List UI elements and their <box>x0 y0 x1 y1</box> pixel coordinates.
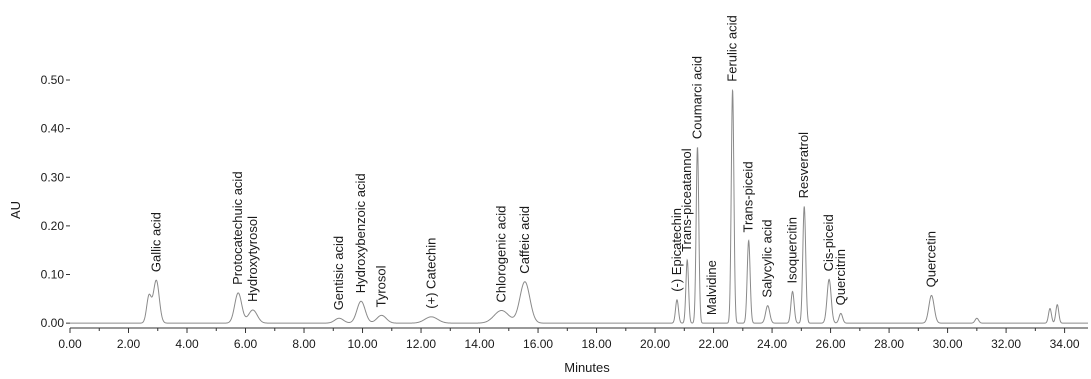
y-tick-label: 0.20 <box>41 219 65 233</box>
peak-label: Caffeic acid <box>517 206 532 274</box>
x-tick-label: 6.00 <box>234 337 258 351</box>
x-tick-label: 28.00 <box>874 337 904 351</box>
x-tick-label: 22.00 <box>699 337 729 351</box>
chromatogram-trace <box>70 88 1088 324</box>
peak-label: Hydroxybenzoic acid <box>353 173 368 293</box>
peak-label: Resveratrol <box>796 132 811 199</box>
x-tick-label: 24.00 <box>757 337 787 351</box>
peak-label: Hydroxytyrosol <box>245 216 260 302</box>
x-tick-label: 8.00 <box>292 337 316 351</box>
x-tick-label: 12.00 <box>406 337 436 351</box>
x-tick-label: 10.00 <box>348 337 378 351</box>
peak-label: Chlorogenic acid <box>494 206 509 303</box>
x-tick-label: 2.00 <box>117 337 141 351</box>
peak-label: Trans-piceid <box>741 161 756 232</box>
peak-label: (-) Epicatechin <box>669 208 684 292</box>
x-tick-label: 34.00 <box>1050 337 1080 351</box>
x-tick-label: 26.00 <box>816 337 846 351</box>
peak-label: (+) Catechin <box>423 238 438 309</box>
peak-labels: Gallic acid Protocatechuic acid Hydroxytyr… <box>148 15 938 315</box>
y-axis-title: AU <box>8 201 23 219</box>
y-tick-label: 0.40 <box>41 122 65 136</box>
peak-label: Tyrosol <box>374 265 389 307</box>
peak-label: Isoquercitin <box>785 217 800 283</box>
peak-label: Cis-piceid <box>821 214 836 271</box>
peak-label: Quercitrin <box>833 249 848 305</box>
x-tick-label: 4.00 <box>175 337 199 351</box>
x-tick-label: 30.00 <box>933 337 963 351</box>
x-tick-label: 20.00 <box>640 337 670 351</box>
y-tick-label: 0.10 <box>41 268 65 282</box>
x-tick-label: 32.00 <box>991 337 1021 351</box>
x-axis-title: Minutes <box>564 360 610 375</box>
x-tick-label: 0.00 <box>58 337 82 351</box>
peak-label: Protocatechuic acid <box>230 171 245 284</box>
x-tick-label: 18.00 <box>582 337 612 351</box>
x-tick-label: 14.00 <box>465 337 495 351</box>
peak-label: Quercetin <box>924 231 939 287</box>
y-tick-label: 0.50 <box>41 73 65 87</box>
y-axis: 0.00 0.10 0.20 0.30 0.40 0.50 <box>41 73 70 330</box>
x-axis: 0.00 2.00 4.00 6.00 8.00 10.00 12.00 14.00 16.00… <box>58 327 1088 351</box>
peak-label: Trans-piceatannol <box>679 148 694 252</box>
y-tick-label: 0.30 <box>41 170 65 184</box>
peak-label: Malvidine <box>704 260 719 315</box>
peak-label: Gentisic acid <box>331 236 346 310</box>
peak-label: Ferulic acid <box>725 15 740 81</box>
peak-label: Coumarci acid <box>690 56 705 139</box>
peak-label: Gallic acid <box>148 212 163 272</box>
x-tick-label: 16.00 <box>523 337 553 351</box>
peak-label: Salycylic acid <box>760 220 775 298</box>
y-tick-label: 0.00 <box>41 316 65 330</box>
